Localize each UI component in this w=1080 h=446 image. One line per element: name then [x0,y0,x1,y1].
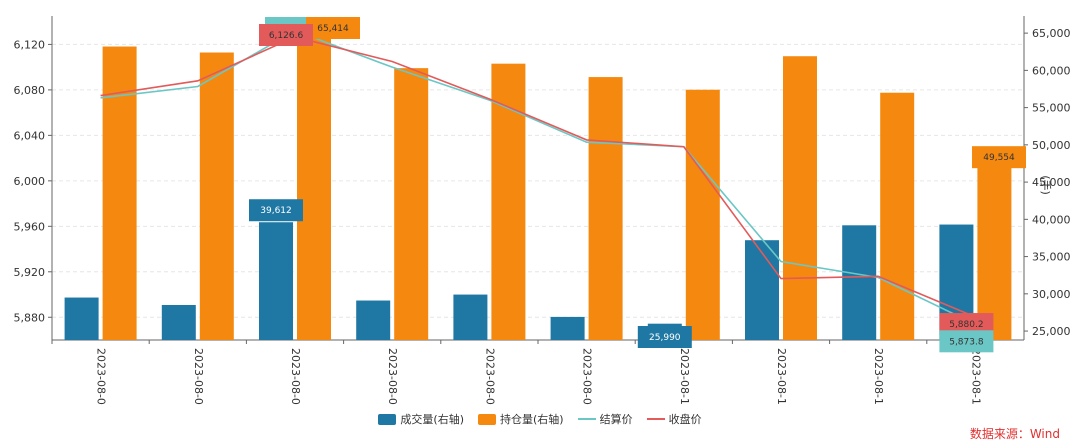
open-interest-bar [588,77,623,340]
legend-item-volume[interactable]: 成交量(右轴) [378,411,464,427]
x-tick-label: 2023-08-07 [386,348,399,405]
legend-swatch-open-interest [478,413,496,425]
data-label-box [972,146,1026,169]
legend-label-settlement: 结算价 [599,413,633,426]
volume-bar [356,300,391,340]
data-label: 49,554 [983,153,1015,163]
x-tick-label: 2023-08-03 [192,348,205,405]
data-label: 39,612 [260,206,292,216]
x-tick-label: 2023-08-14 [872,348,885,405]
open-interest-bar [685,89,720,340]
y-left-tick-label: 6,120 [14,38,46,51]
data-label: 6,126.6 [269,31,304,41]
x-tick-label: 2023-08-09 [581,348,594,405]
volume-bar [550,316,585,340]
y-right-tick-label: 30,000 [1032,288,1071,301]
open-interest-bar [199,52,234,340]
data-label: 25,990 [649,333,681,343]
open-interest-bar [977,148,1012,340]
data-label: 65,414 [317,24,349,34]
open-interest-bar [297,30,331,340]
open-interest-bar [394,68,429,340]
y-left-tick-label: 5,920 [14,266,46,279]
y-left-tick-label: 6,040 [14,129,46,142]
data-label-box [939,313,994,336]
y-right-tick-label: 25,000 [1032,325,1071,338]
legend-swatch-volume [378,413,397,425]
data-label-box [637,326,692,348]
data-label-box [939,330,994,353]
x-tick-label: 2023-08-08 [483,348,496,405]
data-label: 5,873.8 [949,337,984,347]
legend-label-open-interest: 持仓量(右轴) [500,413,564,426]
volume-bar [842,225,877,340]
x-tick-label: 2023-08-15 [969,348,982,405]
y-right-axis-label: (手) [1039,175,1053,195]
y-right-tick-label: 35,000 [1032,251,1071,264]
volume-bar [453,294,488,340]
y-right-tick-label: 60,000 [1032,64,1071,77]
legend-item-open-interest[interactable]: 持仓量(右轴) [478,411,564,427]
legend-item-close[interactable]: 收盘价 [646,411,702,427]
x-tick-label: 2023-08-02 [95,348,108,405]
y-right-tick-label: 40,000 [1032,213,1071,226]
volume-bar [745,240,779,340]
close-price-line [100,36,976,318]
data-label-box [306,17,360,39]
y-right-tick-label: 50,000 [1032,139,1071,152]
y-right-tick-label: 65,000 [1032,27,1071,40]
x-tick-label: 2023-08-11 [775,348,788,405]
legend-label-close: 收盘价 [668,413,702,426]
y-left-tick-label: 6,080 [14,84,46,97]
combo-chart: 5,880 5,920 5,960 6,000 6,040 6,080 6,120 25,00… [14,16,1071,405]
legend-swatch-settlement [577,418,596,420]
y-left-tick-label: 5,960 [14,220,46,233]
volume-bar [259,222,293,340]
open-interest-bar [880,92,915,340]
x-tick-label: 2023-08-04 [289,348,302,405]
open-interest-bar [491,63,526,340]
volume-bar [161,304,196,340]
y-left-tick-label: 6,000 [14,175,46,188]
data-label-box [249,199,303,222]
data-source: 数据来源：Wind [969,427,1060,441]
volume-bar [64,297,99,340]
y-right-tick-label: 55,000 [1032,102,1071,115]
legend-item-settlement[interactable]: 结算价 [577,411,633,427]
legend: 成交量(右轴) 持仓量(右轴) 结算价 收盘价 [0,410,1080,428]
data-label: 5,880.2 [949,320,983,330]
y-right-tick-label: 45,000 [1032,176,1071,189]
legend-swatch-close [646,418,665,420]
data-label-box [259,24,313,46]
open-interest-bar [783,56,817,340]
legend-label-volume: 成交量(右轴) [400,413,464,426]
x-tick-label: 2023-08-10 [678,348,691,405]
y-left-tick-label: 5,880 [14,311,46,324]
